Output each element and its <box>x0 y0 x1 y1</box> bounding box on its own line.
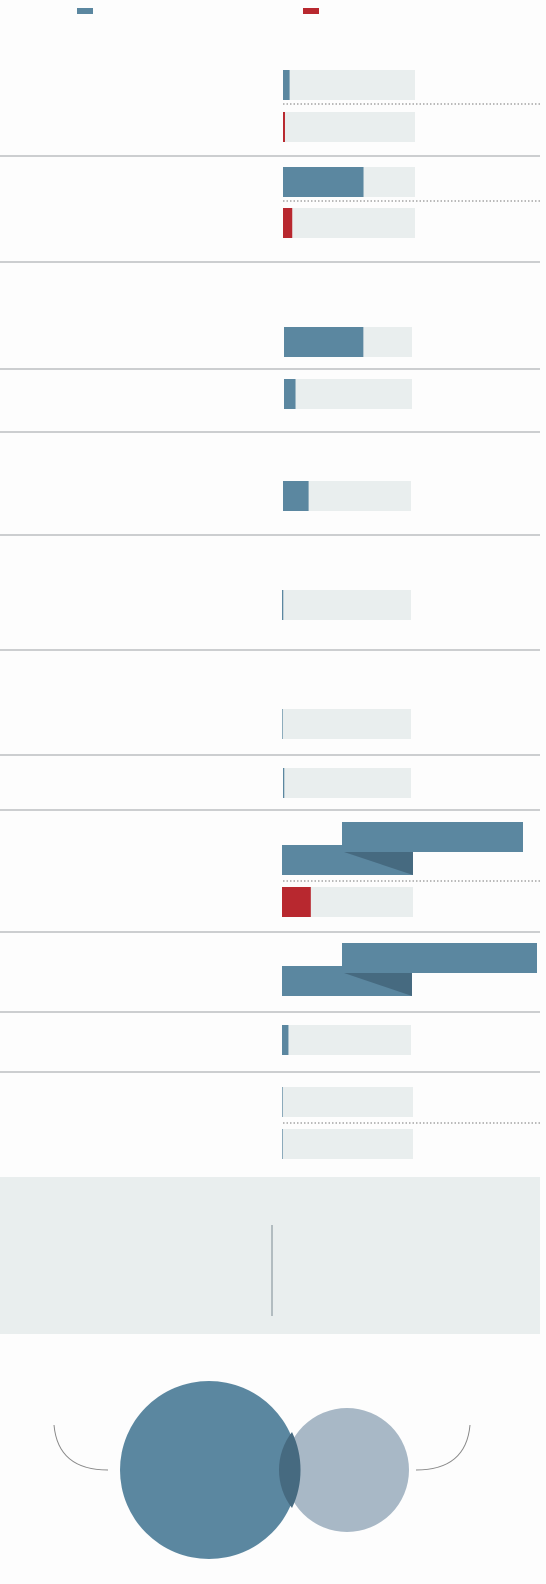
bar-track <box>282 709 411 739</box>
bar-track <box>282 590 411 620</box>
bar <box>283 481 309 511</box>
legend-swatch <box>77 8 93 14</box>
bar <box>282 1129 283 1159</box>
bar <box>282 590 284 620</box>
arc <box>53 1424 109 1471</box>
overlap <box>278 1432 301 1508</box>
bar <box>283 768 285 798</box>
bar <box>283 112 285 142</box>
bar-track <box>282 1087 413 1117</box>
bar <box>283 167 364 197</box>
bar <box>282 709 283 739</box>
circle <box>120 1381 298 1559</box>
bar-track <box>282 1129 413 1159</box>
legend-swatch <box>303 8 319 14</box>
bar <box>284 379 296 409</box>
bar-track <box>282 1025 411 1055</box>
zoom-shadow <box>344 852 413 875</box>
layout <box>0 1177 540 1559</box>
bar <box>283 70 290 100</box>
panel <box>0 1177 540 1334</box>
bar <box>282 887 311 917</box>
bar-track <box>283 70 415 100</box>
bar-track <box>283 208 415 238</box>
bar <box>282 1087 283 1117</box>
bar <box>282 1025 289 1055</box>
bar-track <box>284 379 412 409</box>
bar <box>283 208 293 238</box>
arc <box>415 1424 471 1471</box>
bar-track <box>283 768 411 798</box>
bar <box>284 327 364 357</box>
bar-track <box>283 112 415 142</box>
circle <box>285 1408 409 1532</box>
zoom-shadow <box>344 973 412 996</box>
